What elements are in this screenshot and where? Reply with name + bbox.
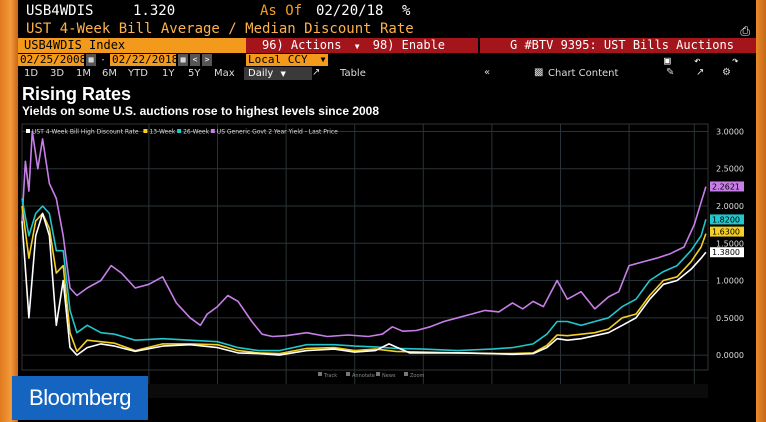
legend-swatch [210,129,215,133]
tool-label: Track [323,373,337,379]
tool-label: News [382,373,396,379]
chevron-left-icon[interactable]: < [190,54,200,66]
last-value-badge [710,247,744,258]
y-tick-label: 3.0000 [716,127,744,136]
tab-ytd[interactable]: YTD [128,68,148,79]
tab-3d[interactable]: 3D [50,68,65,79]
frequency-label: Daily [248,68,274,79]
actions-button[interactable]: 96) Actions [262,38,342,52]
edit-icon[interactable]: ✎ [666,67,675,78]
y-tick-label: 1.0000 [716,277,744,286]
pin-icon[interactable]: ↗ [696,67,705,78]
legend-swatch [177,129,182,133]
chart-title: Rising Rates [22,84,132,104]
legend-swatch [143,129,148,133]
y-tick-label: 2.5000 [716,165,744,174]
chevron-down-icon[interactable]: ▼ [354,42,360,51]
chart-content-icon: ▩ [534,67,544,78]
chart-subtitle: Yields on some U.S. auctions rose to hig… [22,104,380,118]
period-tabs: 1D 3D 1M 6M YTD 1Y 5Y Max Daily ▼ ↗ Tabl… [18,67,756,80]
y-tick-label: 1.5000 [716,239,744,248]
collapse-icon[interactable]: « [484,67,491,78]
security-description: UST 4-Week Bill Average / Median Discoun… [26,21,414,37]
yield-chart: 3.0000 2.5000 2.0000 1.5000 1.0000 0.5000 0.00… [21,123,744,398]
y-tick-label: 0.0000 [716,351,744,360]
actions-menu: 96) Actions ▼ 98) Enable Save [246,38,478,68]
chevron-down-icon[interactable]: ▼ [318,54,328,66]
last-value-label: 1.6300 [712,228,740,237]
legend-swatch [26,129,30,133]
last-value-label: 2.2621 [712,182,740,191]
ticker-symbol: USB4WDIS [26,3,94,19]
frequency-select[interactable]: Daily ▼ [244,67,312,80]
chevron-down-icon: ▼ [280,70,286,78]
legend-entry: 13-Week [149,129,176,136]
tool-label: Annotate [352,373,375,379]
tool-dot [404,372,408,376]
tab-1m[interactable]: 1M [76,68,91,79]
btv-link[interactable]: G #BTV 9395: UST Bills Auctions [480,38,756,53]
tool-label: Zoom [410,373,425,379]
x-axis-band [22,384,708,398]
series-line [21,130,707,338]
ticker-value: 1.320 [133,3,176,19]
tool-dot [346,372,350,376]
series-line [21,198,707,352]
redo-icon[interactable]: ↷ [732,54,739,67]
calendar-icon[interactable]: ▦ [178,54,188,66]
tool-dot [318,372,322,376]
gear-icon[interactable]: ⚙ [722,67,731,78]
plot-area [21,123,709,371]
y-tick-label: 2.0000 [716,202,744,211]
percent-label: % [402,3,411,19]
right-frame [756,0,766,422]
as-of-date: 02/20/18 [316,3,384,19]
bloomberg-logo: Bloomberg [12,376,148,420]
chevron-right-icon[interactable]: > [202,54,212,66]
command-bar: USB4WDIS Index 96) Actions ▼ 98) Enable … [18,38,756,68]
tab-1d[interactable]: 1D [24,68,39,79]
chart-content-button[interactable]: Chart Content [548,68,619,79]
dash-separator: - [98,54,108,66]
printer-icon[interactable]: ⎙ [740,24,750,38]
last-value-label: 1.3800 [712,248,740,257]
screen-icon[interactable]: ▣ [664,54,671,67]
ticker-bar: USB4WDIS 1.320 As Of 02/20/18 % [18,3,756,21]
table-tab[interactable]: Table [340,68,366,79]
last-value-label: 1.8200 [712,215,740,224]
calendar-icon[interactable]: ▦ [86,54,96,66]
end-date-input[interactable]: 02/22/2018 [110,53,179,66]
tab-6m[interactable]: 6M [102,68,117,79]
last-value-badge [710,214,744,225]
last-value-badge [710,181,744,192]
left-frame [0,0,18,422]
terminal-window: USB4WDIS 1.320 As Of 02/20/18 % UST 4-We… [18,0,756,422]
undo-icon[interactable]: ↶ [694,54,701,67]
legend-entry: 26-Week [183,129,210,136]
y-tick-label: 0.5000 [716,314,744,323]
currency-select[interactable]: Local CCY [246,54,318,66]
index-field[interactable]: USB4WDIS Index [18,38,246,53]
last-value-badge [710,226,744,237]
series-line [21,205,707,355]
legend-entry: UST 4-Week Bill High Discount Rate [32,129,139,136]
tab-1y[interactable]: 1Y [162,68,175,79]
start-date-input[interactable]: 02/25/2008 [18,53,87,66]
legend-entry: US Generic Govt 2 Year Yield - Last Pric… [217,129,338,136]
tab-max[interactable]: Max [214,68,235,79]
tool-dot [376,372,380,376]
date-range-bar: 02/25/2008 ▦ - 02/22/2018 ▦ < > Local CC… [18,54,756,67]
line-chart-icon[interactable]: ↗ [312,67,321,78]
tab-5y[interactable]: 5Y [188,68,201,79]
as-of-label: As Of [260,3,303,19]
series-line [21,212,707,356]
